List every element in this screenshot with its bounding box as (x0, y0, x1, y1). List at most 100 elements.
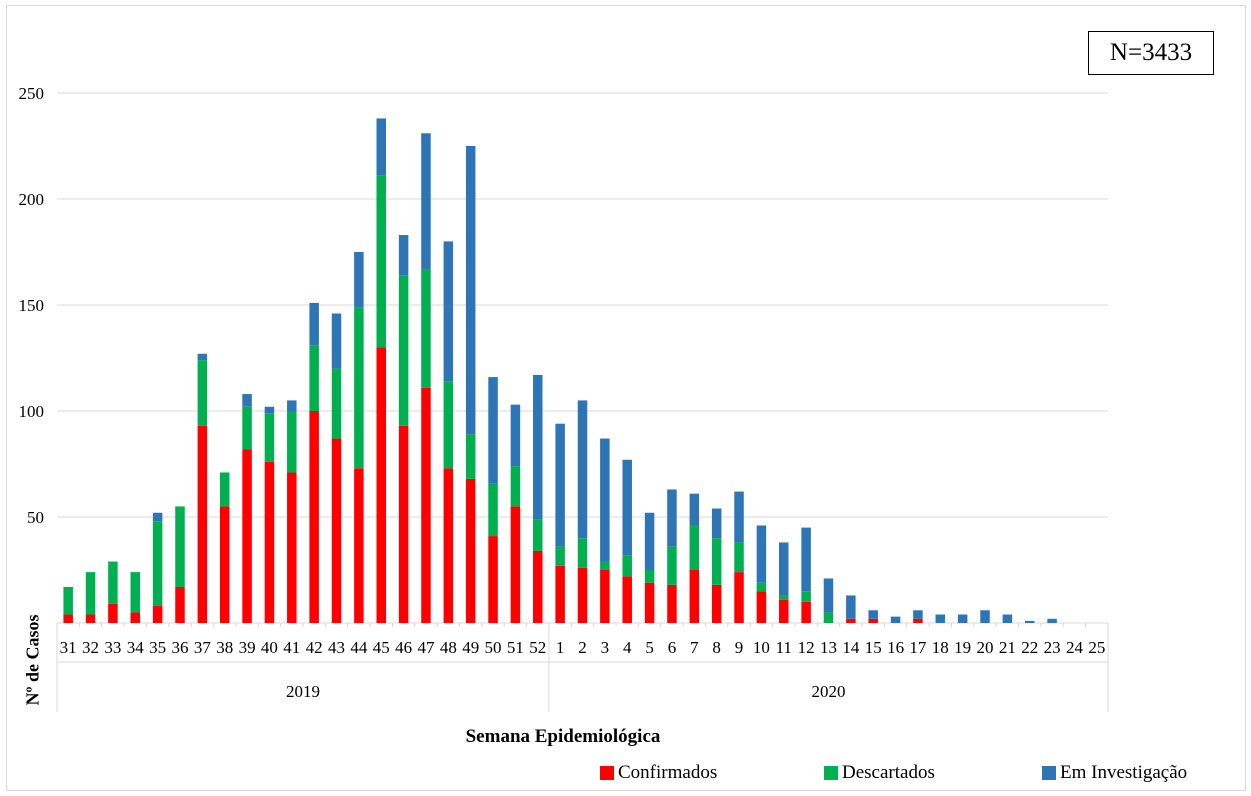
bar-segment-descartados-33 (801, 591, 811, 602)
bar-segment-descartados-21 (533, 519, 543, 551)
x-tick-label-22: 22 (1021, 638, 1038, 657)
bar-segment-confirmados-17 (443, 468, 454, 623)
bar-segment-em-investiga-o-44 (1047, 618, 1057, 623)
bar-segment-em-investiga-o-34 (823, 578, 834, 613)
x-tick-label-13: 13 (820, 638, 837, 657)
x-tick-label-20: 20 (977, 638, 994, 657)
x-tick-label-19: 19 (954, 638, 971, 657)
legend-item-confirmados: Confirmados (600, 762, 717, 784)
bar-segment-em-investiga-o-11 (309, 302, 319, 346)
bar-segment-em-investiga-o-29 (711, 508, 722, 539)
x-tick-label-45: 45 (373, 638, 390, 657)
bar-segment-confirmados-2 (108, 603, 118, 623)
total-cases-box: N=3433 (1088, 31, 1214, 75)
bar-segment-em-investiga-o-42 (1002, 614, 1013, 623)
bar-segment-confirmados-15 (398, 425, 409, 623)
legend-item-investigacao: Em Investigação (1042, 762, 1187, 784)
x-tick-label-7: 7 (690, 638, 699, 657)
bar-segment-confirmados-10 (287, 472, 297, 623)
bar-segment-descartados-18 (465, 434, 476, 479)
bar-segment-em-investiga-o-38 (913, 610, 923, 619)
bar-segment-descartados-19 (488, 483, 498, 537)
bar-segment-confirmados-31 (756, 591, 767, 623)
bar-segment-confirmados-29 (711, 584, 722, 623)
x-tick-label-32: 32 (82, 638, 99, 657)
bar-segment-em-investiga-o-24 (600, 438, 610, 562)
bar-segment-confirmados-26 (644, 582, 655, 623)
x-tick-label-23: 23 (1044, 638, 1061, 657)
bar-segment-em-investiga-o-21 (533, 374, 543, 520)
bar-segment-em-investiga-o-22 (555, 423, 565, 547)
x-tick-label-8: 8 (712, 638, 721, 657)
legend-item-descartados: Descartados (824, 762, 935, 784)
bar-segment-em-investiga-o-14 (376, 118, 386, 176)
bar-segment-em-investiga-o-8 (242, 394, 252, 407)
bar-segment-descartados-34 (823, 612, 834, 623)
bar-segment-confirmados-0 (63, 614, 73, 623)
bar-segment-em-investiga-o-39 (935, 614, 946, 623)
bar-segment-confirmados-3 (130, 612, 141, 623)
bar-segment-descartados-17 (443, 381, 454, 469)
bar-segment-descartados-3 (130, 572, 141, 613)
bar-segment-em-investiga-o-12 (331, 313, 342, 369)
bar-segment-descartados-26 (644, 570, 655, 583)
x-tick-label-35: 35 (149, 638, 166, 657)
bar-segment-descartados-23 (577, 538, 588, 568)
x-tick-label-2: 2 (578, 638, 587, 657)
bar-segment-confirmados-38 (913, 618, 923, 623)
bar-segment-confirmados-25 (622, 576, 632, 623)
bar-segment-confirmados-35 (846, 618, 856, 623)
bar-segment-confirmados-21 (533, 550, 543, 623)
legend-label-descartados: Descartados (842, 762, 935, 783)
bar-segment-em-investiga-o-4 (152, 512, 163, 522)
bar-segment-descartados-13 (354, 307, 364, 469)
bar-segment-descartados-31 (756, 582, 767, 592)
bar-segment-confirmados-19 (488, 536, 498, 623)
x-tick-label-15: 15 (865, 638, 882, 657)
x-tick-label-12: 12 (798, 638, 815, 657)
bar-segment-confirmados-12 (331, 438, 342, 623)
x-tick-label-10: 10 (753, 638, 770, 657)
y-tick-label-200: 200 (19, 190, 45, 209)
x-tick-label-24: 24 (1066, 638, 1084, 657)
bar-segment-em-investiga-o-41 (980, 610, 990, 623)
bar-segment-confirmados-32 (779, 599, 789, 623)
bar-segment-confirmados-27 (667, 584, 677, 623)
bar-segment-em-investiga-o-17 (443, 241, 454, 382)
bar-segment-em-investiga-o-9 (264, 406, 275, 414)
x-tick-label-1: 1 (556, 638, 565, 657)
bar-segment-em-investiga-o-19 (488, 377, 498, 484)
bar-segment-confirmados-20 (510, 506, 521, 623)
chart-frame (6, 5, 1246, 791)
x-tick-label-36: 36 (171, 638, 188, 657)
bar-segment-descartados-30 (734, 542, 744, 573)
bar-segment-confirmados-28 (689, 570, 700, 623)
bar-segment-em-investiga-o-6 (197, 353, 208, 361)
bar-segment-descartados-14 (376, 175, 386, 348)
bar-segment-descartados-2 (108, 561, 118, 604)
x-tick-label-48: 48 (440, 638, 457, 657)
bar-segment-confirmados-11 (309, 411, 319, 623)
bar-segment-em-investiga-o-31 (756, 525, 767, 583)
bar-segment-confirmados-6 (197, 425, 208, 623)
x-tick-label-5: 5 (645, 638, 654, 657)
bar-segment-confirmados-4 (152, 606, 163, 623)
bar-segment-confirmados-36 (868, 618, 878, 623)
bar-segment-confirmados-14 (376, 347, 386, 623)
x-tick-label-31: 31 (60, 638, 77, 657)
bar-segment-em-investiga-o-25 (622, 459, 632, 556)
bar-segment-descartados-16 (421, 268, 431, 388)
y-axis-label: Nº de Casos (22, 614, 43, 706)
x-tick-label-38: 38 (216, 638, 233, 657)
x-tick-label-16: 16 (887, 638, 904, 657)
x-tick-label-52: 52 (529, 638, 546, 657)
bar-segment-confirmados-24 (600, 570, 610, 623)
x-tick-label-21: 21 (999, 638, 1016, 657)
bar-segment-em-investiga-o-18 (465, 146, 476, 435)
bar-segment-descartados-28 (689, 525, 700, 570)
bar-segment-descartados-10 (287, 411, 297, 473)
bar-segment-em-investiga-o-36 (868, 610, 878, 619)
x-tick-label-34: 34 (127, 638, 145, 657)
bar-segment-confirmados-18 (465, 478, 476, 623)
